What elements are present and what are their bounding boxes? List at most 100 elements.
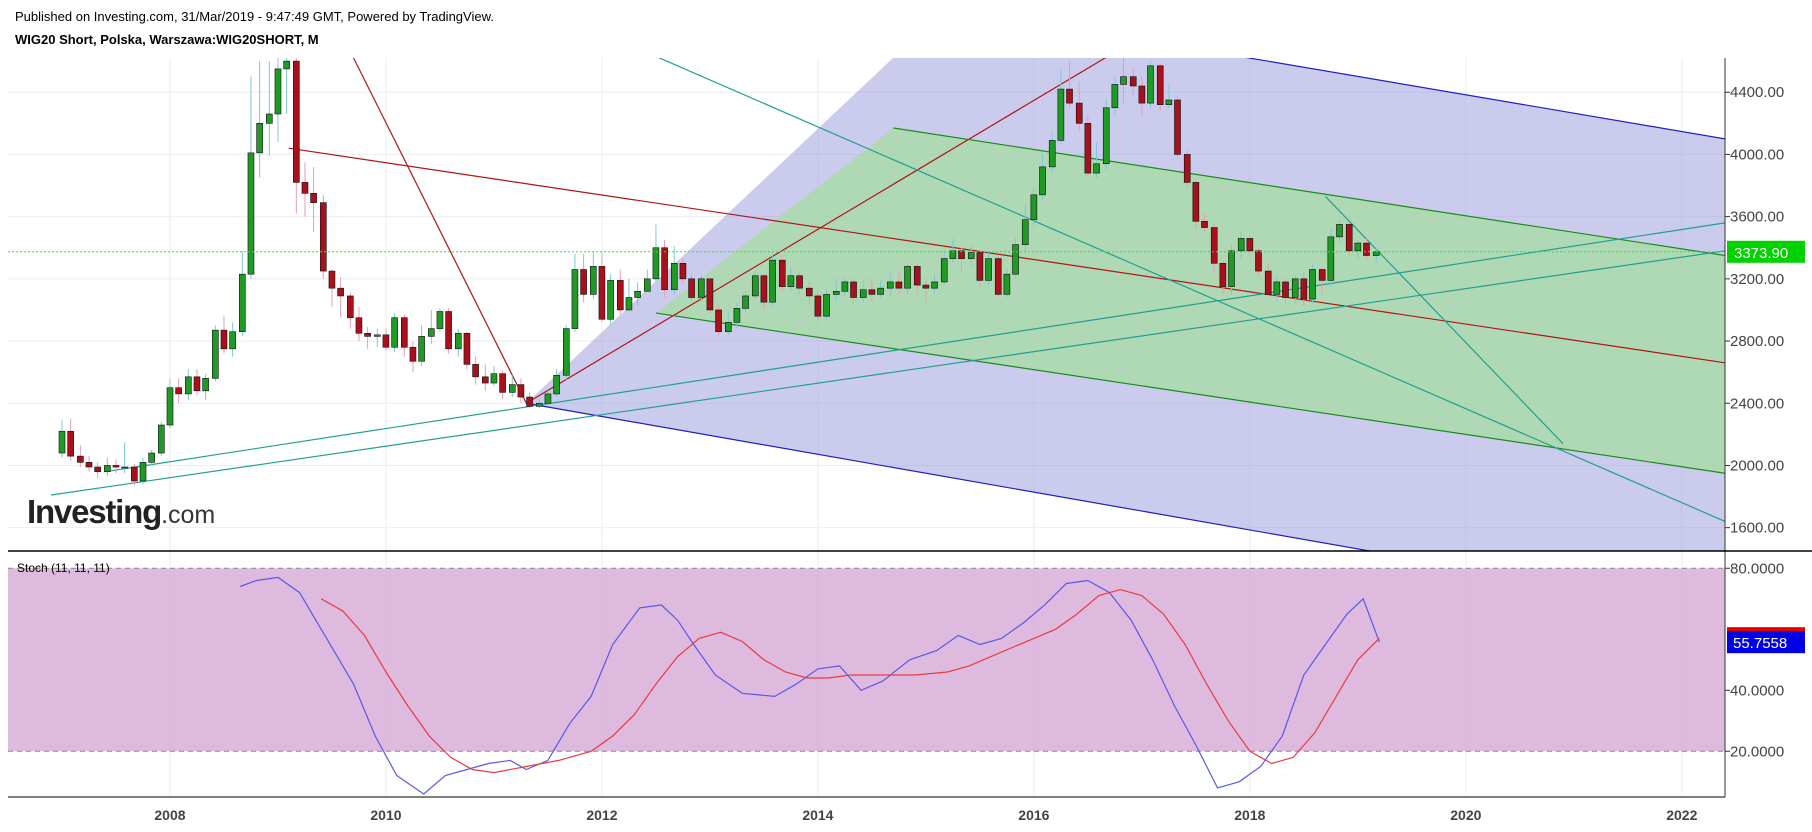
x-tick-label: 2014 [802, 807, 833, 823]
candle-body [1345, 224, 1353, 252]
y-tick-label: 3600.00 [1730, 209, 1784, 226]
candle-body [391, 317, 398, 348]
candle-body [239, 273, 246, 333]
x-tick-label: 2022 [1666, 807, 1697, 823]
candle-body [409, 346, 417, 362]
candle-body [733, 308, 741, 323]
candle-body [1048, 140, 1056, 168]
x-tick-label: 2018 [1234, 807, 1265, 823]
candle-body [158, 424, 165, 454]
candle-body [1372, 251, 1380, 256]
candle-body [1282, 281, 1289, 298]
trend-line [655, 312, 1725, 474]
candle-body [1111, 84, 1119, 109]
trend-line [1325, 195, 1564, 445]
candle-body [724, 322, 732, 333]
candle-body [1264, 270, 1272, 295]
candle-body [589, 266, 597, 295]
trend-line [893, 127, 1725, 257]
candle-body [679, 262, 687, 280]
candle-body [112, 465, 120, 468]
candle-body [940, 258, 948, 283]
y-tick-label: 2800.00 [1730, 333, 1784, 350]
x-tick-label: 2010 [370, 807, 401, 823]
candle-body [1192, 182, 1200, 222]
candle-body [247, 152, 255, 275]
candle-body [85, 462, 93, 468]
stoch-pane [8, 567, 1725, 795]
candle-body [1057, 88, 1065, 141]
candle-body [1075, 102, 1083, 124]
candle-body [1138, 85, 1146, 104]
candle-body [58, 430, 66, 454]
candle-body [301, 182, 309, 194]
price-pane [8, 58, 1725, 551]
candle-body [175, 387, 182, 395]
candle-body [607, 280, 614, 320]
candle-body [401, 317, 408, 348]
candle-body [787, 275, 795, 287]
trend-line [51, 250, 1725, 496]
stoch-tick-label: 40.0000 [1730, 682, 1784, 699]
candle-body [895, 281, 903, 289]
candle-body [202, 378, 209, 392]
candle-body [850, 281, 857, 298]
inner-channel-fill [655, 127, 1725, 474]
candle-body [1183, 154, 1191, 183]
candle-body [877, 287, 884, 295]
candle-body [1228, 250, 1235, 287]
candle-body [1318, 269, 1326, 281]
candle-body [535, 402, 543, 407]
candle-body [931, 281, 938, 289]
y-tick-label: 4000.00 [1730, 146, 1784, 163]
candle-body [832, 290, 840, 295]
candle-body [320, 202, 327, 272]
candle-body [598, 266, 606, 320]
candle-body [751, 275, 759, 297]
candle-body [706, 278, 714, 311]
candle-body [1039, 166, 1046, 196]
candle-body [472, 364, 479, 378]
candle-body [814, 295, 822, 317]
candle-body [553, 374, 560, 395]
candle-body [1354, 242, 1362, 252]
candle-body [293, 60, 300, 183]
y-tick-label: 2000.00 [1730, 457, 1784, 474]
candle-body [266, 113, 273, 124]
candle-body [661, 247, 668, 291]
candle-body [1309, 269, 1316, 300]
candle-body [1093, 163, 1100, 174]
candle-body [1003, 273, 1011, 295]
published-caption: Published on Investing.com, 31/Mar/2019 … [15, 9, 494, 24]
candle-body [490, 373, 498, 384]
candle-body [778, 259, 786, 287]
candle-body [445, 311, 452, 350]
candle-body [1066, 88, 1073, 104]
candle-body [562, 328, 570, 376]
last-price-tag [1727, 240, 1805, 263]
stoch-k-tag [1727, 631, 1805, 654]
candle-body [374, 334, 381, 337]
candle-body [131, 466, 138, 482]
candle-body [868, 289, 876, 295]
candle-body [185, 376, 192, 395]
candle-body [1165, 99, 1173, 105]
candle-body [67, 430, 74, 457]
y-tick-label: 4400.00 [1730, 84, 1784, 101]
y-tick-label: 2400.00 [1730, 395, 1784, 412]
candle-body [949, 250, 957, 259]
trend-line [1245, 58, 1725, 140]
candle-body [670, 262, 678, 291]
candle-body [1156, 65, 1164, 105]
candle-body [697, 278, 705, 298]
candle-body [1255, 250, 1262, 272]
candle-body [1291, 278, 1299, 298]
stoch-d-line [320, 588, 1380, 774]
candle-body [337, 287, 344, 297]
candle-body [1363, 242, 1370, 256]
candle-body [1084, 123, 1092, 174]
candle-body [643, 278, 651, 292]
candle-body [139, 462, 147, 482]
candle-body [355, 317, 363, 334]
